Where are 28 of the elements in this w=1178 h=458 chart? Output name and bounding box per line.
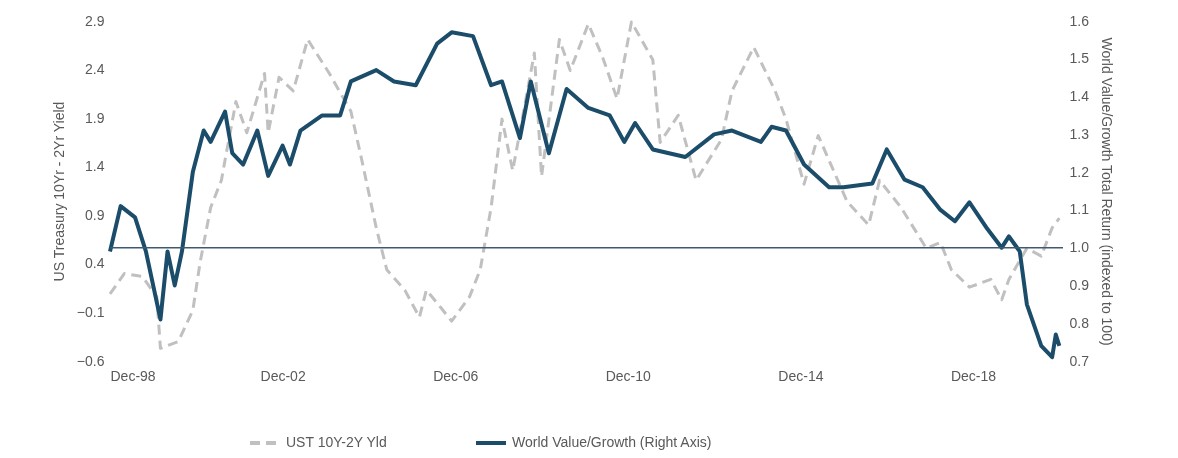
y-tick-label: 0.4	[85, 255, 105, 272]
y2-tick-label: 1.3	[1069, 125, 1090, 142]
x-tick-label: Dec-14	[778, 367, 824, 384]
x-tick-label: Dec-02	[260, 367, 306, 384]
y2-tick-label: 0.7	[1069, 352, 1090, 369]
y-tick-label: 0.9	[85, 206, 105, 223]
x-tick-label: Dec-06	[433, 367, 479, 384]
y2-axis-title: World Value/Growth Total Return (indexed to 100)	[1098, 37, 1115, 346]
x-tick-label: Dec-18	[950, 367, 997, 384]
y2-tick-label: 0.8	[1069, 314, 1090, 331]
y-tick-label: −0.6	[76, 352, 105, 369]
x-tick-label: Dec-10	[605, 367, 652, 384]
y2-tick-label: 1.2	[1069, 163, 1090, 180]
y2-tick-label: 1.5	[1069, 50, 1090, 67]
y-tick-label: 1.4	[85, 158, 105, 175]
y-tick-label: −0.1	[76, 303, 105, 320]
y-tick-label: 1.9	[85, 109, 105, 126]
legend-label: World Value/Growth (Right Axis)	[512, 434, 712, 450]
x-tick-label: Dec-98	[110, 367, 156, 384]
y-axis-title: US Treasury 10Yr - 2Yr Yield	[50, 101, 67, 282]
y2-tick-label: 1.1	[1069, 201, 1090, 218]
legend-label: UST 10Y-2Y Yld	[286, 434, 387, 450]
y2-tick-label: 0.9	[1069, 276, 1090, 293]
y-tick-label: 2.4	[85, 61, 105, 78]
y2-tick-label: 1.0	[1069, 239, 1090, 256]
y2-tick-label: 1.4	[1069, 88, 1090, 105]
y-tick-label: 2.9	[85, 12, 105, 29]
y2-tick-label: 1.6	[1069, 12, 1090, 29]
